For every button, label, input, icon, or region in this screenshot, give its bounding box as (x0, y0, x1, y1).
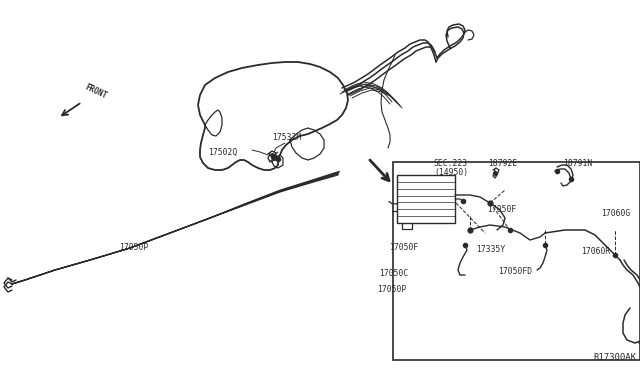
Text: 17050FD: 17050FD (498, 267, 532, 276)
Text: FRONT: FRONT (84, 83, 109, 101)
Text: 18792E: 18792E (488, 158, 517, 167)
Text: 17532M: 17532M (272, 134, 301, 142)
Text: R17300AK: R17300AK (593, 353, 636, 362)
Text: 17050F: 17050F (487, 205, 516, 215)
Text: 17060R: 17060R (581, 247, 611, 257)
Text: 17502Q: 17502Q (208, 148, 237, 157)
Text: (14950): (14950) (434, 167, 468, 176)
Text: 17050C: 17050C (379, 269, 408, 278)
Text: 17335Y: 17335Y (476, 244, 505, 253)
Text: 17050P: 17050P (119, 244, 148, 253)
Text: 17050P: 17050P (377, 285, 406, 295)
Text: SEC.223: SEC.223 (434, 160, 468, 169)
Bar (397, 175, 455, 223)
Bar (393, 162, 640, 360)
Text: 17050F: 17050F (388, 244, 418, 253)
Text: 17060G: 17060G (601, 208, 630, 218)
Text: 18791N: 18791N (563, 158, 592, 167)
